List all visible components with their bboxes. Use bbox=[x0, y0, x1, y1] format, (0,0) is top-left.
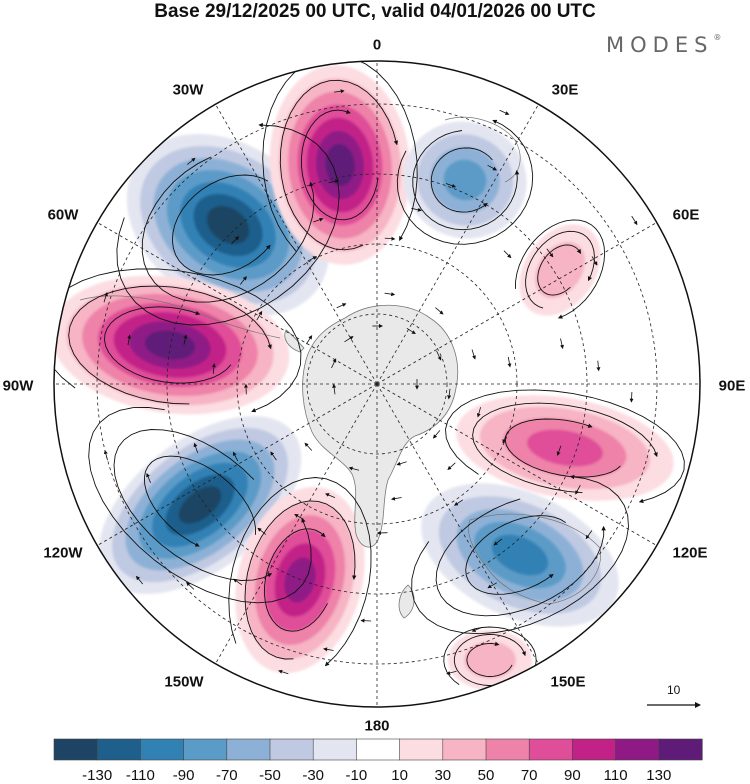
colorbar-label: -130 bbox=[82, 767, 112, 784]
colorbar-swatch-12 bbox=[572, 739, 616, 760]
colorbar-swatch-5 bbox=[270, 739, 314, 760]
colorbar-label: 130 bbox=[646, 767, 671, 784]
colorbar-label: -30 bbox=[302, 767, 324, 784]
colorbar-swatch-11 bbox=[529, 739, 573, 760]
colorbar-label: 70 bbox=[521, 767, 538, 784]
colorbar-label: -50 bbox=[259, 767, 281, 784]
colorbar-swatch-1 bbox=[97, 739, 141, 760]
colorbar-swatch-2 bbox=[140, 739, 184, 760]
colorbar-swatch-0 bbox=[54, 739, 98, 760]
colorbar-label: -70 bbox=[216, 767, 238, 784]
colorbar-swatch-4 bbox=[227, 739, 270, 760]
colorbar-label: 30 bbox=[434, 767, 451, 784]
colorbar-swatch-9 bbox=[443, 739, 487, 760]
colorbar-swatch-13 bbox=[616, 739, 660, 760]
colorbar-label: 10 bbox=[391, 767, 408, 784]
colorbar-swatch-3 bbox=[184, 739, 228, 760]
colorbar-label: 50 bbox=[478, 767, 495, 784]
colorbar-label: -110 bbox=[126, 767, 155, 784]
colorbar-label: 110 bbox=[604, 767, 628, 784]
colorbar-swatch-10 bbox=[486, 739, 530, 760]
colorbar-swatch-14 bbox=[659, 739, 703, 760]
colorbar-label: 90 bbox=[564, 767, 581, 784]
colorbar-swatch-8 bbox=[400, 739, 444, 760]
colorbar-label: -90 bbox=[173, 767, 195, 784]
colorbar-label: -10 bbox=[346, 767, 368, 784]
colorbar-swatch-6 bbox=[313, 739, 357, 760]
colorbar-swatch-7 bbox=[356, 739, 400, 760]
